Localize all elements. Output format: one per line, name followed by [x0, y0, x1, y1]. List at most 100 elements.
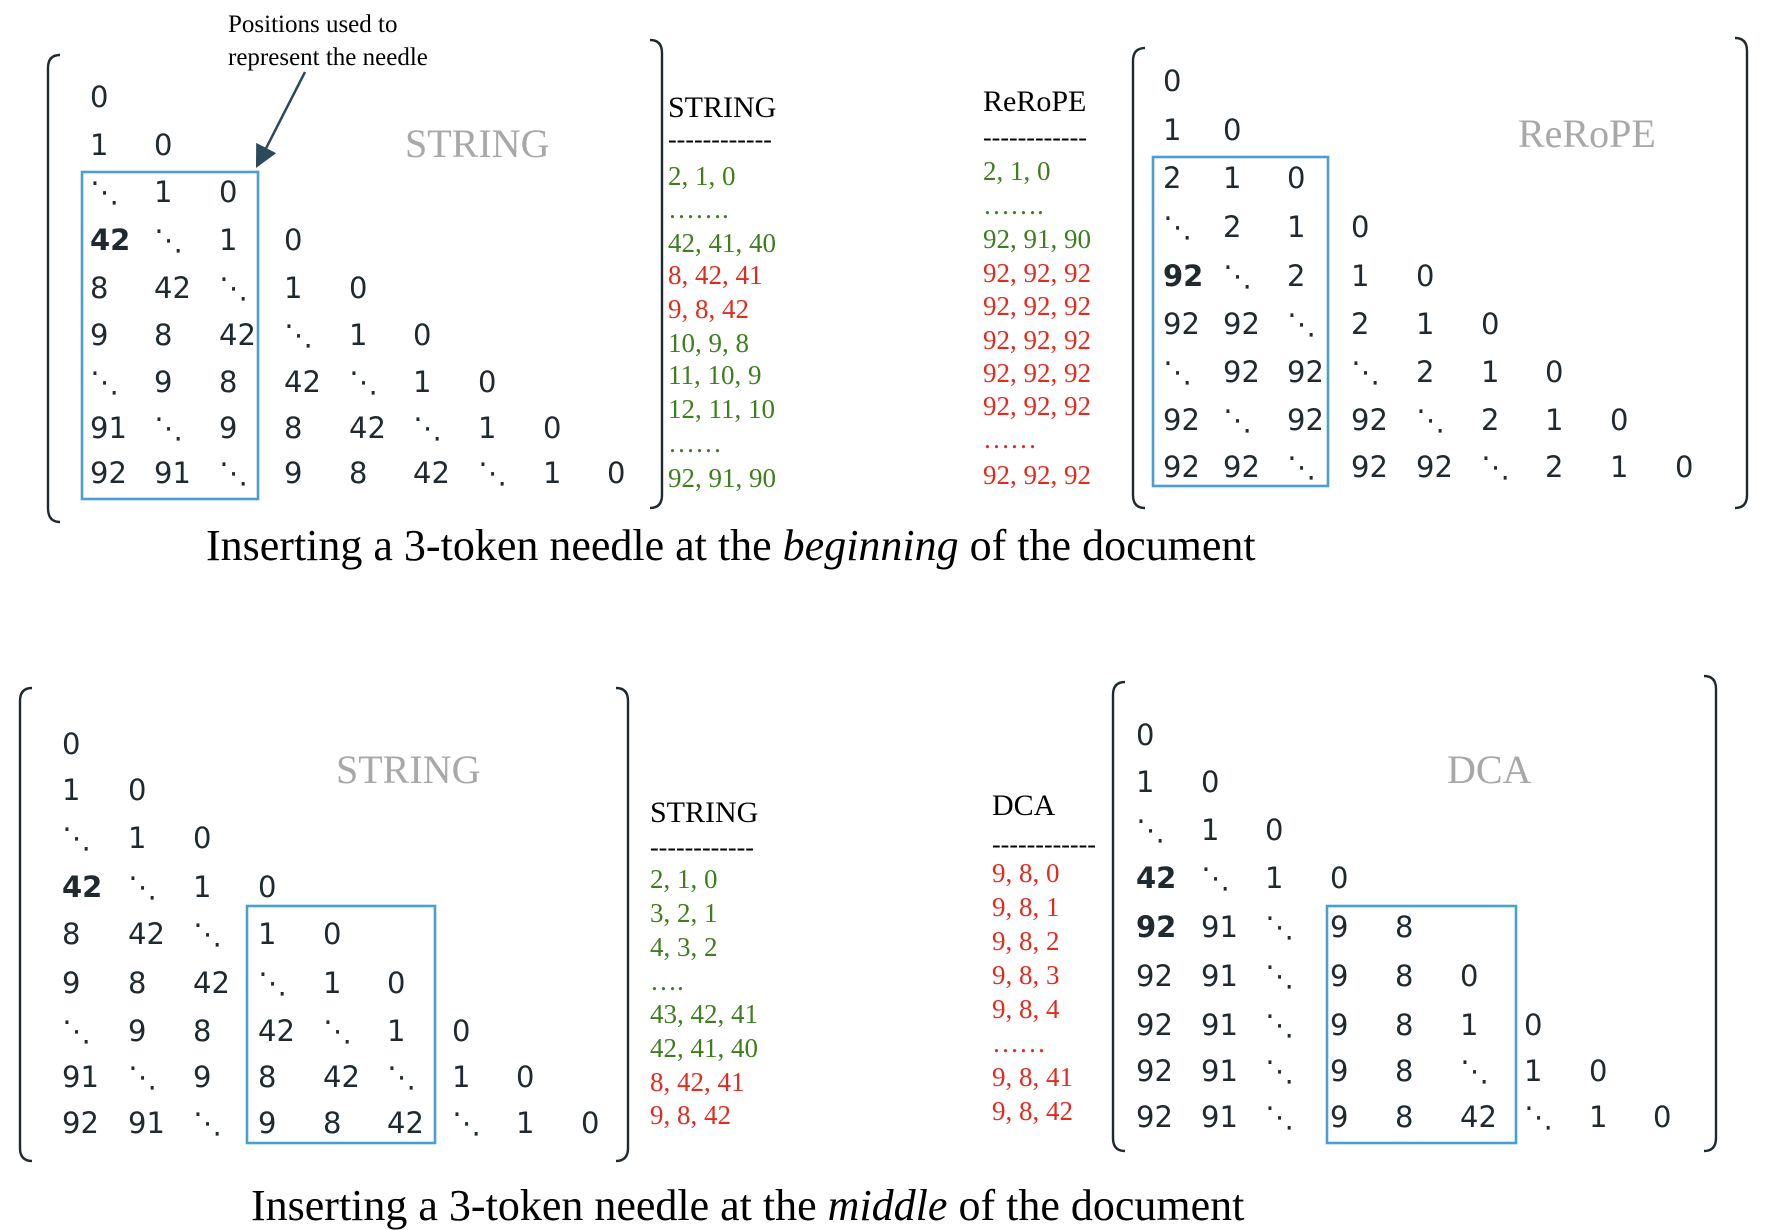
bottom-caption-emphasis: middle — [828, 1181, 948, 1230]
bottom-right-cell-r2-c1: 1 — [1201, 813, 1219, 847]
bottom-left-cell-r5-c3: ⋱ — [258, 966, 287, 1000]
top-left-cell-r6-c0: ⋱ — [90, 365, 119, 399]
bottom-left-matrix: STRING 01 0⋱ 1 042 ⋱ 1 08 42 ⋱ 1 09 8 42 ⋱ 1 0⋱ 9 8 42 ⋱ 1 09… — [18, 686, 630, 1163]
top-right-cell-r4-c2: 2 — [1287, 259, 1305, 293]
bottom-string-list: STRING ------------ 2, 1, 0 3, 2, 1 4, 3, … — [650, 796, 758, 1130]
bottom-right-cell-r4-c4: 8 — [1395, 910, 1413, 944]
top-left-cell-r3-c1: ⋱ — [154, 223, 183, 257]
top-right-cell-r6-c6: 0 — [1545, 355, 1563, 389]
bottom-left-matrix-left-bracket — [18, 686, 33, 1163]
top-left-cell-r8-c8: 0 — [607, 456, 625, 490]
top-left-cell-r3-c0: 42 — [90, 223, 130, 257]
top-right-cell-r8-c5: ⋱ — [1481, 450, 1510, 484]
top-right-cell-r7-c2: 92 — [1287, 403, 1324, 437]
bottom-panel: STRING 01 0⋱ 1 042 ⋱ 1 08 42 ⋱ 1 09 8 42 ⋱ 1 0⋱ 9 8 42 ⋱ 1 09… — [18, 674, 1718, 1230]
top-string-list-item-2: 42, 41, 40 — [668, 228, 776, 258]
top-right-matrix-right-bracket — [1734, 36, 1749, 510]
bottom-right-cell-r8-c0: 92 — [1136, 1100, 1173, 1134]
bottom-right-cell-r8-c6: ⋱ — [1524, 1100, 1553, 1134]
top-right-cell-r2-c0: 2 — [1163, 161, 1181, 195]
top-left-cell-r4-c2: ⋱ — [219, 271, 248, 305]
bottom-left-cell-r8-c2: ⋱ — [193, 1106, 222, 1140]
bottom-caption-prefix: Inserting a 3-token needle at the — [251, 1181, 828, 1230]
bottom-string-list-header: STRING — [650, 796, 758, 829]
bottom-right-cell-r6-c4: 8 — [1395, 1008, 1413, 1042]
top-left-cell-r6-c6: 0 — [478, 365, 496, 399]
top-right-cell-r7-c0: 92 — [1163, 403, 1200, 437]
top-alt-list-item-5: 92, 92, 92 — [983, 325, 1091, 355]
bottom-right-cell-r2-c0: ⋱ — [1136, 813, 1165, 847]
top-alt-list-item-6: 92, 92, 92 — [983, 358, 1091, 388]
bottom-right-cell-r6-c3: 9 — [1330, 1008, 1348, 1042]
bottom-alt-list-divider: ------------ — [992, 830, 1096, 859]
annotation-arrow-icon — [255, 71, 307, 169]
bottom-left-cell-r3-c0: 42 — [62, 870, 102, 904]
top-left-cell-r4-c4: 0 — [349, 271, 367, 305]
top-left-cell-r8-c3: 9 — [284, 456, 302, 490]
bottom-left-cell-r5-c0: 9 — [62, 966, 80, 1000]
bottom-alt-list-item-5: …… — [992, 1028, 1046, 1058]
top-caption-emphasis: beginning — [783, 521, 959, 570]
top-right-cell-r2-c1: 1 — [1223, 161, 1241, 195]
top-right-cell-r3-c3: 0 — [1351, 210, 1369, 244]
top-right-cell-r6-c0: ⋱ — [1163, 355, 1192, 389]
top-left-cell-r8-c6: ⋱ — [478, 456, 507, 490]
top-left-cell-r5-c1: 8 — [154, 318, 172, 352]
bottom-alt-list-item-3: 9, 8, 3 — [992, 960, 1060, 990]
bottom-left-cell-r7-c6: 1 — [452, 1060, 470, 1094]
bottom-string-list-item-5: 42, 41, 40 — [650, 1033, 758, 1063]
bottom-left-cell-r4-c3: 1 — [258, 917, 276, 951]
bottom-left-cell-r5-c5: 0 — [387, 966, 405, 1000]
top-left-cell-r5-c4: 1 — [349, 318, 367, 352]
top-left-cell-r5-c3: ⋱ — [284, 318, 313, 352]
top-left-cell-r8-c7: 1 — [543, 456, 561, 490]
top-caption-prefix: Inserting a 3-token needle at the — [206, 521, 783, 570]
bottom-right-cell-r8-c7: 1 — [1589, 1100, 1607, 1134]
top-left-cell-r6-c1: 9 — [154, 365, 172, 399]
top-string-list-item-9: 92, 91, 90 — [668, 463, 776, 493]
bottom-left-cell-r6-c1: 9 — [128, 1014, 146, 1048]
bottom-left-cell-r6-c0: ⋱ — [62, 1014, 91, 1048]
bottom-alt-list-header: DCA — [992, 789, 1056, 822]
top-left-needle-box — [80, 170, 260, 501]
bottom-right-cell-r8-c4: 8 — [1395, 1100, 1413, 1134]
top-right-cell-r8-c4: 92 — [1416, 450, 1453, 484]
bottom-string-list-items: 2, 1, 0 3, 2, 1 4, 3, 2 ….43, 42, 41 42, 41,… — [650, 864, 758, 1130]
top-right-cell-r6-c5: 1 — [1481, 355, 1499, 389]
bottom-left-cell-r8-c8: 0 — [581, 1106, 599, 1140]
top-left-cell-r1-c0: 1 — [90, 128, 108, 162]
bottom-string-list-divider: ------------ — [650, 833, 754, 862]
bottom-right-cell-r5-c2: ⋱ — [1265, 959, 1294, 993]
top-caption: Inserting a 3-token needle at the beginn… — [206, 521, 1256, 570]
bottom-left-cell-r4-c0: 8 — [62, 917, 80, 951]
bottom-left-matrix-cells: 01 0⋱ 1 042 ⋱ 1 08 42 ⋱ 1 09 8 42 ⋱ 1 0⋱ 9 8 42 ⋱ 1 091 ⋱ 9 8 42 ⋱… — [62, 727, 599, 1140]
top-right-cell-r8-c6: 2 — [1545, 450, 1563, 484]
top-string-list-item-1: ……. — [668, 194, 729, 224]
top-left-cell-r4-c1: 42 — [154, 271, 191, 305]
bottom-left-cell-r8-c0: 92 — [62, 1106, 99, 1140]
bottom-left-cell-r8-c1: 91 — [128, 1106, 165, 1140]
bottom-right-cell-r6-c2: ⋱ — [1265, 1008, 1294, 1042]
top-right-cell-r8-c8: 0 — [1675, 450, 1693, 484]
top-right-cell-r6-c2: 92 — [1287, 355, 1324, 389]
top-left-cell-r3-c3: 0 — [284, 223, 302, 257]
bottom-right-needle-box — [1325, 904, 1518, 1145]
top-right-cell-r0-c0: 0 — [1163, 64, 1181, 98]
bottom-right-cell-r5-c5: 0 — [1460, 959, 1478, 993]
bottom-right-cell-r4-c2: ⋱ — [1265, 910, 1294, 944]
bottom-left-cell-r6-c2: 8 — [193, 1014, 211, 1048]
bottom-left-cell-r5-c2: 42 — [193, 966, 230, 1000]
bottom-right-cell-r7-c7: 0 — [1589, 1054, 1607, 1088]
bottom-left-cell-r6-c6: 0 — [452, 1014, 470, 1048]
bottom-right-cell-r2-c2: 0 — [1265, 813, 1283, 847]
top-left-matrix: STRING 01 0⋱ 1 042 ⋱ 1 08 42 ⋱ 1 09 8 42 ⋱ 1 0⋱ 9 8 42 ⋱ 1 09… — [46, 38, 664, 524]
bottom-right-cell-r5-c0: 92 — [1136, 959, 1173, 993]
top-right-cell-r5-c4: 1 — [1416, 307, 1434, 341]
bottom-right-cell-r5-c4: 8 — [1395, 959, 1413, 993]
bottom-left-cell-r8-c6: ⋱ — [452, 1106, 481, 1140]
top-string-list-header: STRING — [668, 91, 776, 124]
bottom-right-cell-r7-c3: 9 — [1330, 1054, 1348, 1088]
bottom-left-cell-r7-c4: 42 — [323, 1060, 360, 1094]
